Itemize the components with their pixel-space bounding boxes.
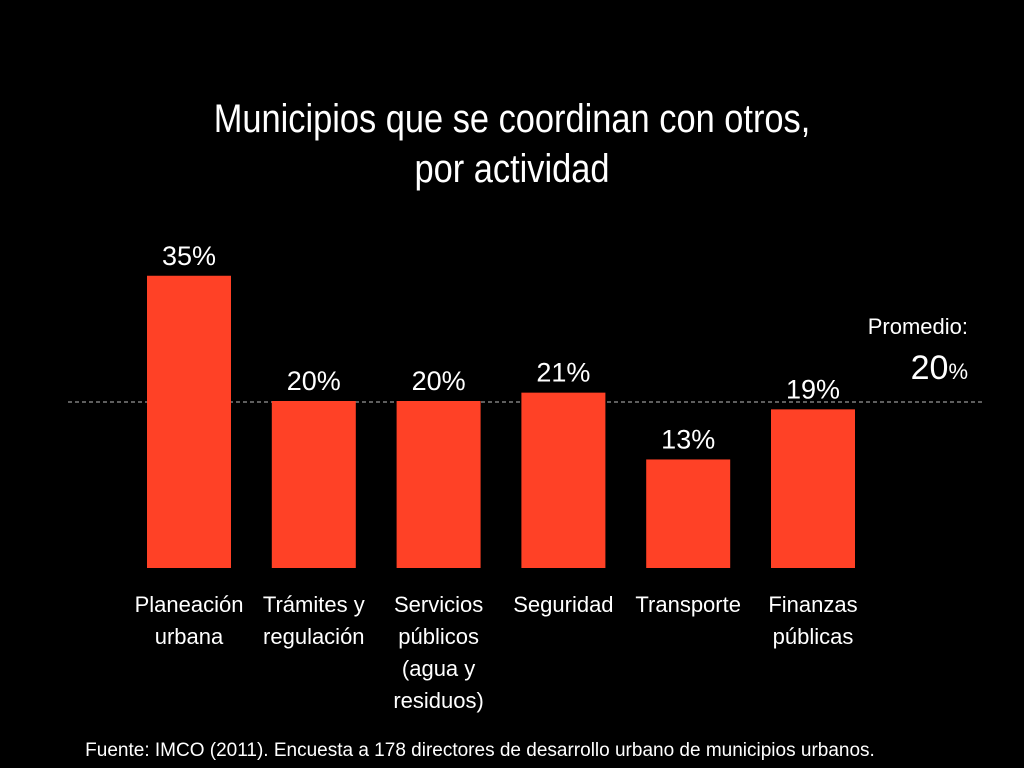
category-label-1-line-0: Trámites y bbox=[263, 592, 365, 617]
category-label-2-line-2: (agua y bbox=[402, 656, 475, 681]
category-label-5-line-0: Finanzas bbox=[768, 592, 857, 617]
bar-4 bbox=[646, 459, 731, 568]
category-label-0-line-1: urbana bbox=[155, 624, 224, 649]
chart-title-line-1: Municipios que se coordinan con otros, bbox=[213, 97, 811, 141]
bar-1 bbox=[271, 401, 356, 568]
average-number: 20 bbox=[910, 349, 949, 387]
bar-value-label-4: 13% bbox=[661, 424, 715, 454]
bar-value-label-2: 20% bbox=[412, 366, 466, 396]
bar-2 bbox=[396, 401, 481, 568]
bar-value-label-1: 20% bbox=[287, 366, 341, 396]
bar-5 bbox=[771, 409, 855, 568]
bar-value-label-3: 21% bbox=[536, 358, 590, 388]
category-label-2-line-1: públicos bbox=[398, 624, 479, 649]
category-label-5-line-1: públicas bbox=[773, 624, 854, 649]
bar-3 bbox=[521, 392, 606, 568]
bar-0 bbox=[147, 275, 231, 568]
chart-title: Municipios que se coordinan con otros, p… bbox=[72, 94, 953, 194]
category-label-0-line-0: Planeación bbox=[135, 592, 244, 617]
average-label: Promedio: bbox=[867, 314, 968, 339]
chart-title-line-2: por actividad bbox=[414, 147, 610, 191]
category-label-4-line-0: Transporte bbox=[635, 592, 741, 617]
bar-value-label-5: 19% bbox=[786, 374, 840, 404]
average-unit: % bbox=[948, 359, 968, 384]
category-label-2-line-3: residuos) bbox=[393, 688, 483, 713]
category-label-2-line-0: Servicios bbox=[394, 592, 483, 617]
source-note: Fuente: IMCO (2011). Encuesta a 178 dire… bbox=[85, 740, 875, 761]
category-label-3-line-0: Seguridad bbox=[513, 592, 613, 617]
category-label-1-line-1: regulación bbox=[263, 624, 365, 649]
average-value: 20% bbox=[911, 348, 968, 392]
bar-value-label-0: 35% bbox=[162, 241, 216, 271]
